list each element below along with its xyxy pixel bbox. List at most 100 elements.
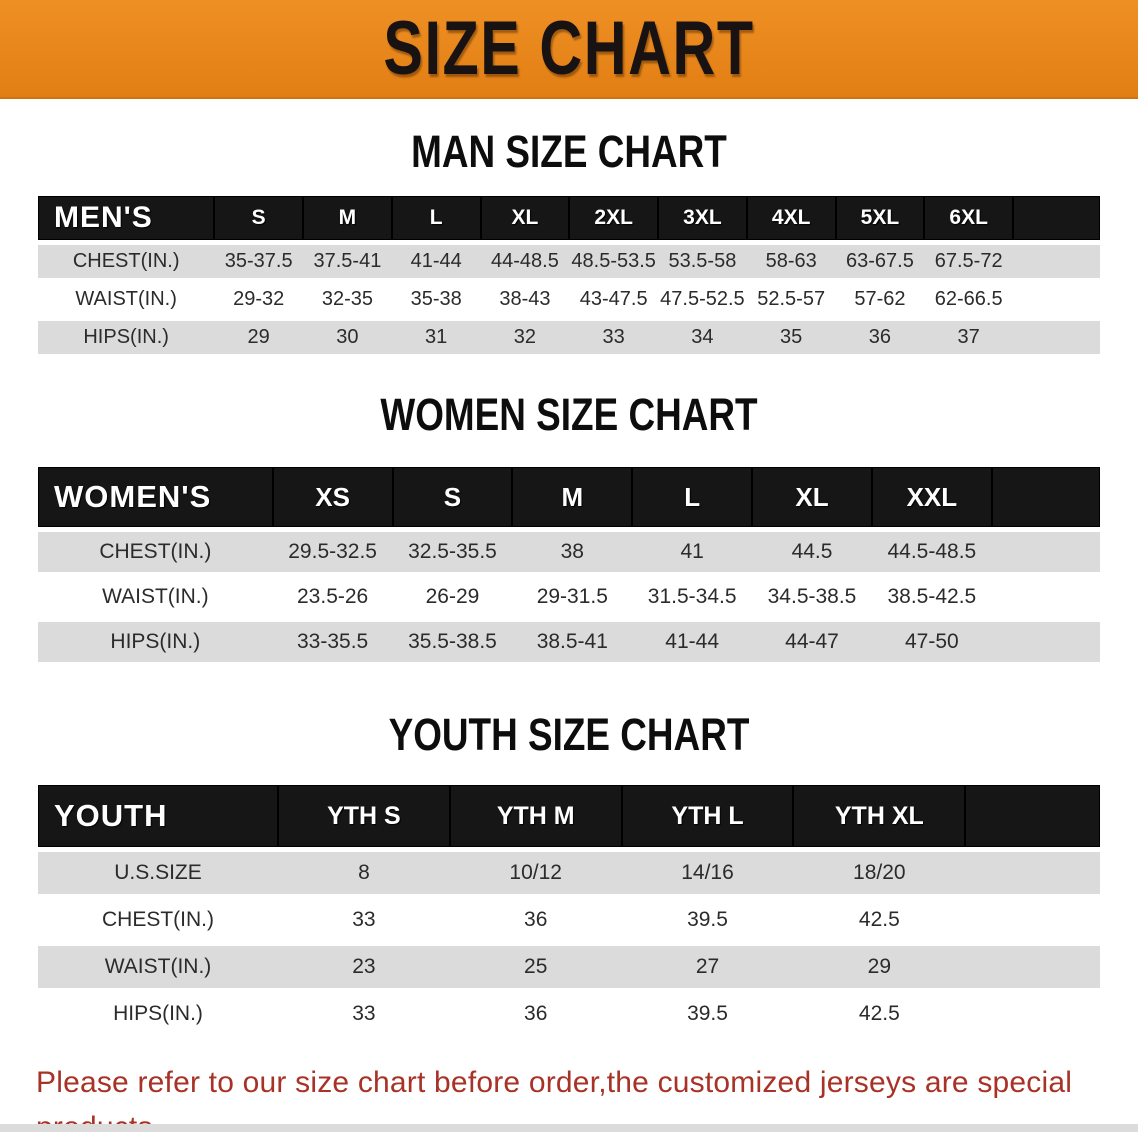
measurement-value: 23.5-26	[272, 577, 393, 617]
measurement-value: 34.5-38.5	[752, 577, 872, 617]
measurement-value: 48.5-53.5	[569, 245, 659, 278]
row-spacer-cell	[1013, 321, 1100, 354]
row-label: CHEST(IN.)	[38, 532, 273, 572]
measurement-value: 44-47	[752, 622, 872, 662]
measurement-value: 57-62	[835, 283, 925, 316]
size-column-header: 4XL	[746, 196, 836, 240]
measurement-row: HIPS(IN.) 33-35.5 35.5-38.5 38.5-41 41-44 44-…	[38, 622, 1100, 662]
size-column-header: L	[391, 196, 481, 240]
youth-section: YOUTH SIZE CHART YOUTH YTH S YTH M YTH L YTH…	[0, 709, 1138, 1040]
measurement-value: 47.5-52.5	[658, 283, 747, 316]
size-column-header: YTH S	[278, 785, 450, 847]
measurement-value: 37.5-41	[303, 245, 392, 278]
measurement-value: 41	[632, 532, 753, 572]
measurement-value: 31	[391, 321, 481, 354]
measurement-value: 39.5	[621, 899, 794, 941]
row-spacer-cell	[1013, 283, 1100, 316]
measurement-value: 43-47.5	[569, 283, 659, 316]
youth-size-table: YOUTH YTH S YTH M YTH L YTH XL U.S.SIZE 8 10/12…	[38, 780, 1100, 1040]
size-column-header: S	[392, 467, 513, 527]
measurement-value: 44.5-48.5	[871, 532, 992, 572]
size-table-header-row: MEN'S S M L XL 2XL 3XL 4XL 5XL 6XL	[38, 196, 1100, 240]
size-column-header: YTH M	[449, 785, 622, 847]
row-spacer-cell	[1013, 245, 1100, 278]
size-column-header: 5XL	[835, 196, 925, 240]
measurement-value: 34	[658, 321, 747, 354]
measurement-value: 38-43	[480, 283, 570, 316]
table-corner-label: WOMEN'S	[38, 467, 273, 527]
size-column-header: YTH XL	[793, 785, 966, 847]
measurement-row: U.S.SIZE 8 10/12 14/16 18/20	[38, 852, 1100, 894]
measurement-value: 38.5-42.5	[871, 577, 992, 617]
size-table-header-row: WOMEN'S XS S M L XL XXL	[38, 467, 1100, 527]
notice-line-1: Please refer to our size chart before or…	[36, 1066, 1073, 1132]
measurement-value: 31.5-34.5	[632, 577, 753, 617]
size-column-header: M	[303, 196, 392, 240]
row-label: U.S.SIZE	[38, 852, 279, 894]
row-spacer-cell	[965, 993, 1100, 1035]
women-table-wrap: WOMEN'S XS S M L XL XXL CHEST(IN.) 29.5-32.5 32.5…	[0, 462, 1138, 667]
footer-notice: Please refer to our size chart before or…	[0, 1060, 1138, 1132]
measurement-value: 32-35	[303, 283, 392, 316]
measurement-row: WAIST(IN.) 23.5-26 26-29 29-31.5 31.5-34.5 34…	[38, 577, 1100, 617]
header-spacer-cell	[965, 785, 1100, 847]
row-spacer-cell	[965, 946, 1100, 988]
measurement-value: 30	[303, 321, 392, 354]
row-label: WAIST(IN.)	[38, 946, 279, 988]
measurement-value: 25	[449, 946, 622, 988]
measurement-value: 38	[512, 532, 633, 572]
size-table-header-row: YOUTH YTH S YTH M YTH L YTH XL	[38, 785, 1100, 847]
measurement-row: CHEST(IN.) 29.5-32.5 32.5-35.5 38 41 44.5 44.5…	[38, 532, 1100, 572]
youth-section-heading: YOUTH SIZE CHART	[388, 709, 750, 760]
measurement-value: 35-37.5	[214, 245, 304, 278]
measurement-value: 53.5-58	[658, 245, 747, 278]
measurement-value: 41-44	[632, 622, 753, 662]
men-size-table: MEN'S S M L XL 2XL 3XL 4XL 5XL 6XL CHEST(IN.) 35-37…	[38, 191, 1100, 359]
men-section-heading: MAN SIZE CHART	[411, 126, 727, 177]
measurement-value: 33	[278, 993, 450, 1035]
size-column-header: M	[512, 467, 633, 527]
measurement-value: 26-29	[392, 577, 513, 617]
measurement-value: 32	[480, 321, 570, 354]
measurement-value: 29.5-32.5	[272, 532, 393, 572]
row-spacer-cell	[991, 622, 1100, 662]
measurement-value: 41-44	[391, 245, 481, 278]
table-corner-label: MEN'S	[38, 196, 215, 240]
measurement-value: 29	[793, 946, 966, 988]
measurement-value: 10/12	[449, 852, 622, 894]
row-label: HIPS(IN.)	[38, 993, 279, 1035]
size-column-header: YTH L	[621, 785, 794, 847]
measurement-row: HIPS(IN.) 29 30 31 32 33 34 35 36 37	[38, 321, 1100, 354]
size-column-header: XXL	[871, 467, 992, 527]
measurement-value: 42.5	[793, 993, 966, 1035]
size-column-header: XL	[480, 196, 570, 240]
row-spacer-cell	[965, 899, 1100, 941]
measurement-value: 36	[449, 993, 622, 1035]
men-section: MAN SIZE CHART MEN'S S M L XL 2XL 3XL 4XL 5XL 6XL…	[0, 126, 1138, 359]
measurement-value: 18/20	[793, 852, 966, 894]
size-column-header: L	[632, 467, 753, 527]
banner: SIZE CHART	[0, 0, 1138, 99]
size-column-header: 6XL	[924, 196, 1014, 240]
size-column-header: 2XL	[569, 196, 659, 240]
measurement-value: 47-50	[871, 622, 992, 662]
bottom-strip	[0, 1124, 1138, 1132]
measurement-value: 39.5	[621, 993, 794, 1035]
row-spacer-cell	[991, 532, 1100, 572]
measurement-value: 52.5-57	[746, 283, 836, 316]
measurement-row: WAIST(IN.) 23 25 27 29	[38, 946, 1100, 988]
women-section: WOMEN SIZE CHART WOMEN'S XS S M L XL XXL CHEST(…	[0, 389, 1138, 667]
measurement-value: 58-63	[746, 245, 836, 278]
header-spacer-cell	[991, 467, 1100, 527]
measurement-value: 63-67.5	[835, 245, 925, 278]
row-label: HIPS(IN.)	[38, 321, 215, 354]
row-label: CHEST(IN.)	[38, 245, 215, 278]
row-spacer-cell	[965, 852, 1100, 894]
measurement-value: 44.5	[752, 532, 872, 572]
measurement-value: 38.5-41	[512, 622, 633, 662]
size-column-header: 3XL	[658, 196, 747, 240]
measurement-value: 36	[835, 321, 925, 354]
measurement-row: HIPS(IN.) 33 36 39.5 42.5	[38, 993, 1100, 1035]
table-corner-label: YOUTH	[38, 785, 279, 847]
measurement-value: 14/16	[621, 852, 794, 894]
